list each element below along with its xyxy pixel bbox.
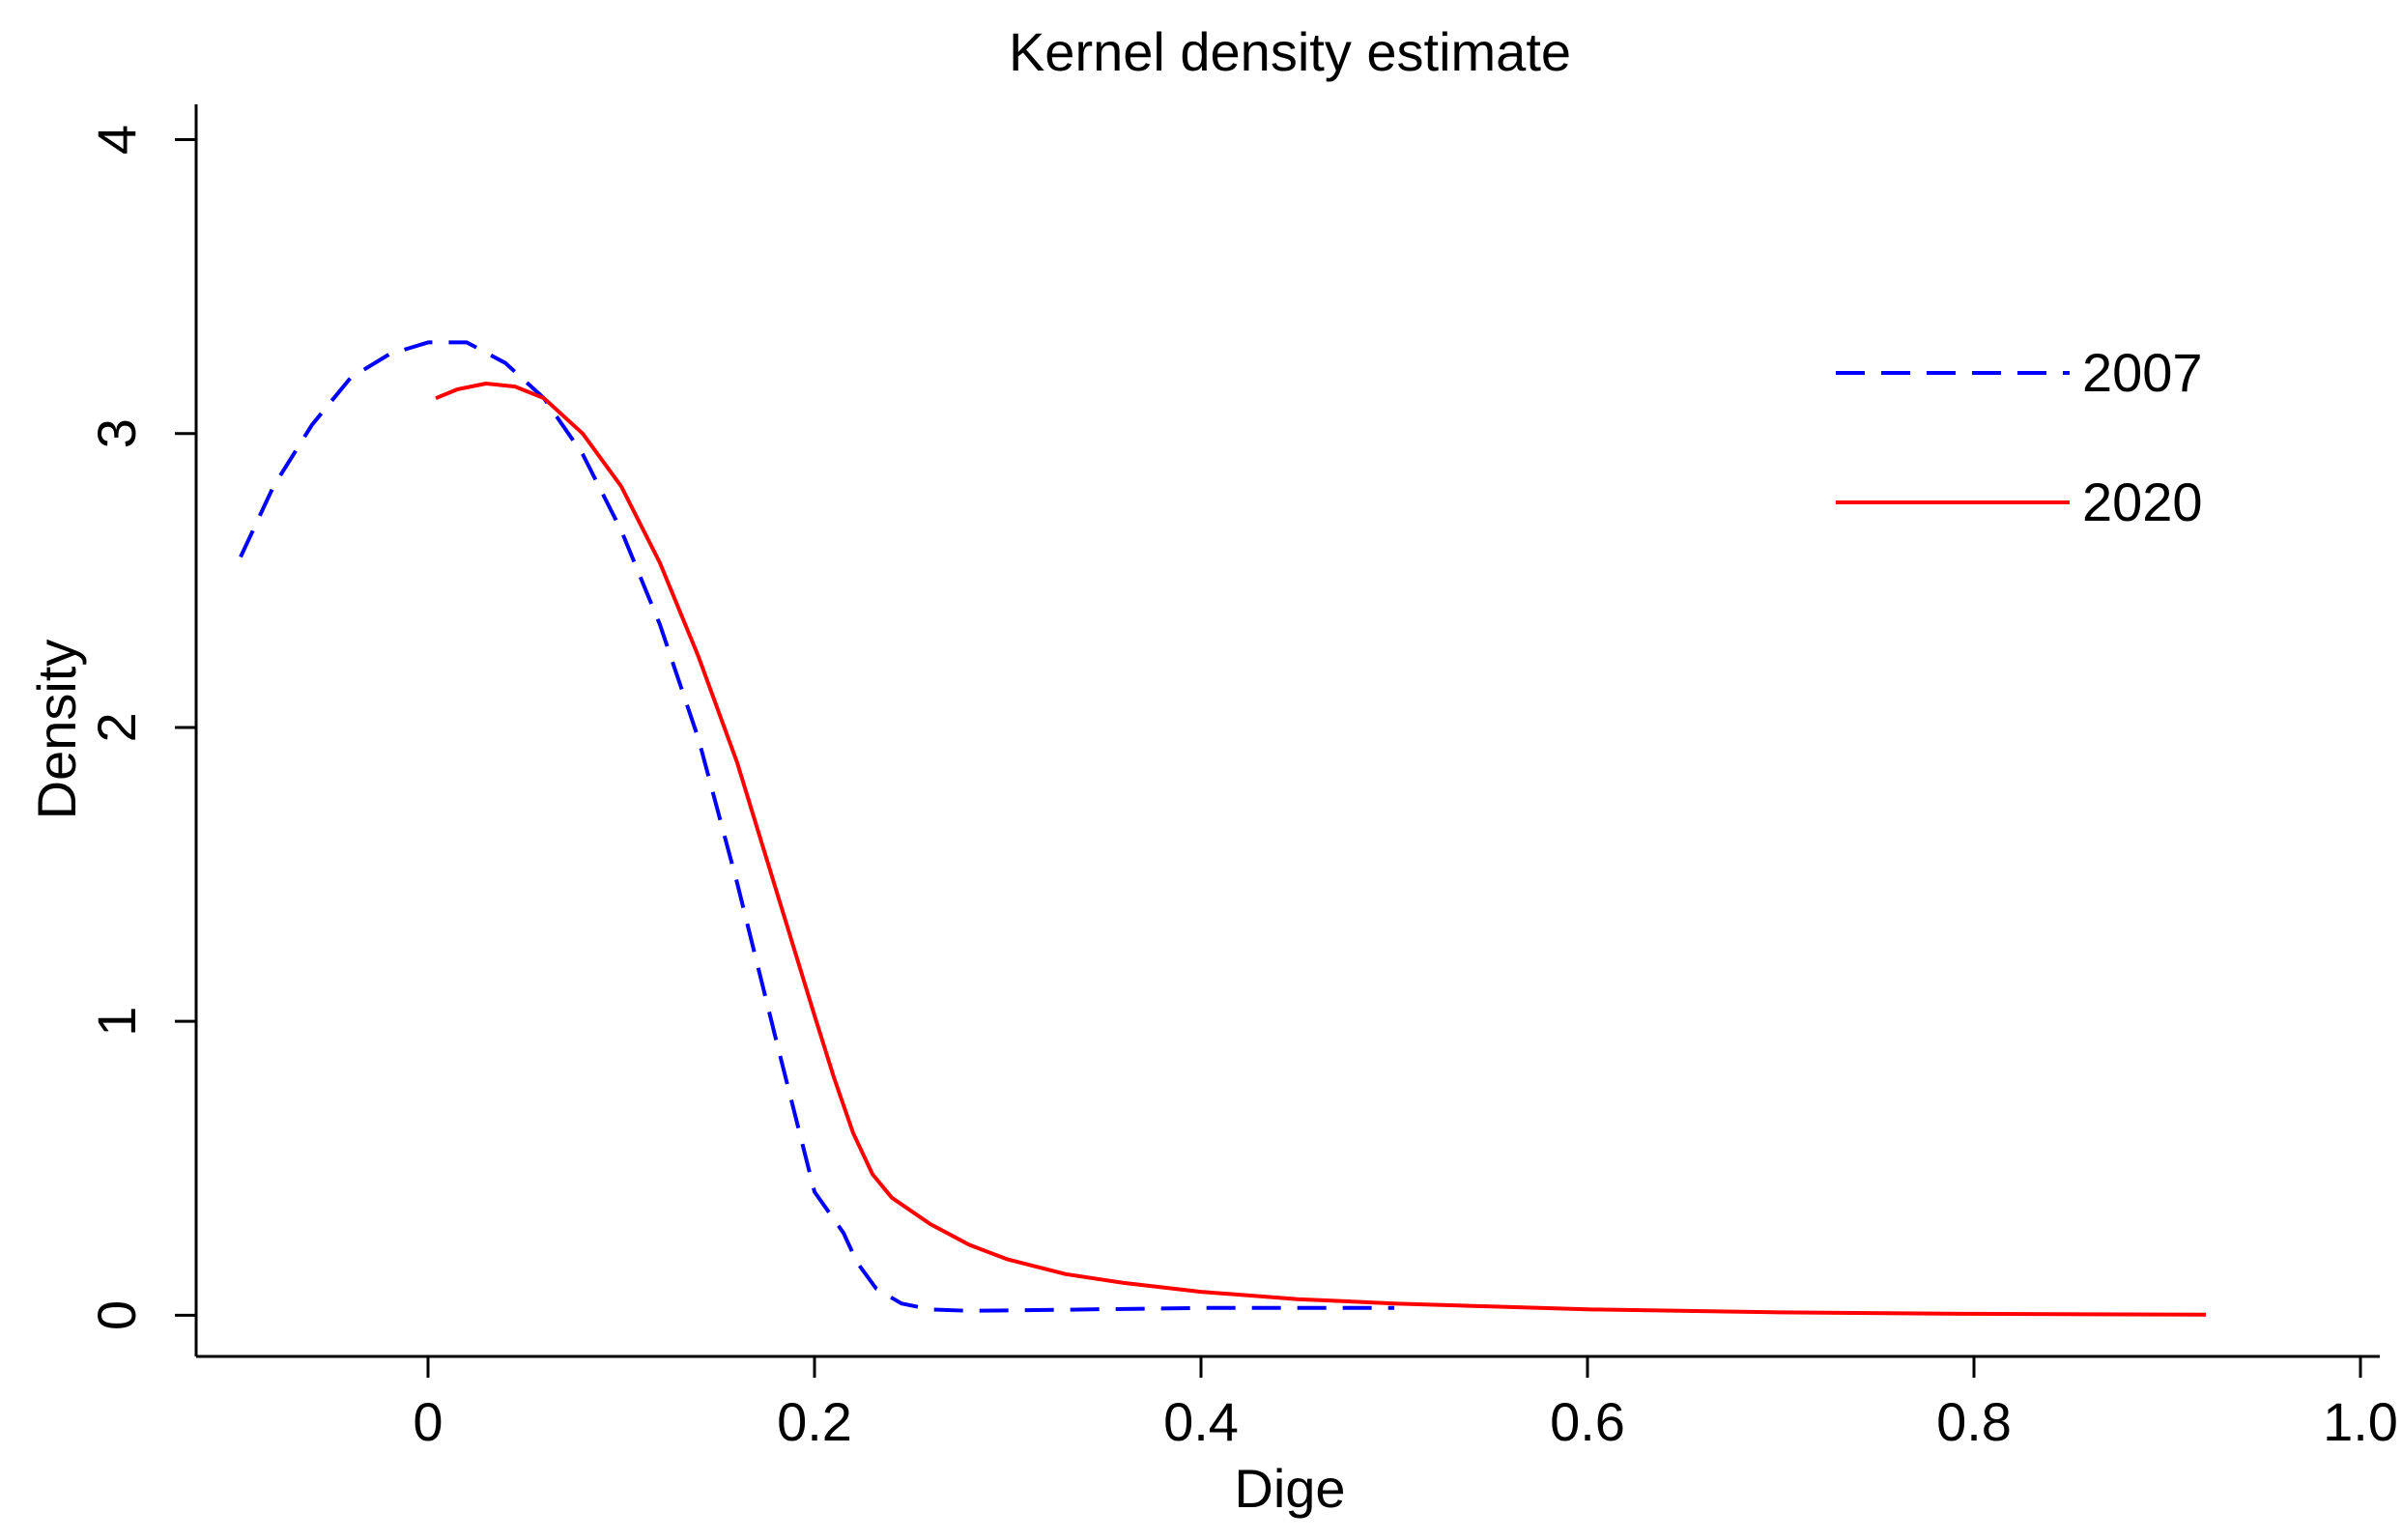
x-tick-label: 0.8	[1936, 1391, 2012, 1452]
series-layer	[239, 340, 2207, 1317]
x-tick-label: 0.2	[777, 1391, 852, 1452]
x-tick-label: 0	[413, 1391, 443, 1452]
y-axis-ticks: 0 1 2 3 4	[86, 125, 196, 1330]
y-tick-label: 2	[86, 712, 147, 742]
x-tick-label: 0.6	[1550, 1391, 1625, 1452]
y-axis-label: Density	[26, 640, 87, 820]
y-tick-label: 3	[86, 418, 147, 448]
x-tick-label: 0.4	[1163, 1391, 1239, 1452]
x-tick-label: 1.0	[2323, 1391, 2398, 1452]
series-line-2020	[435, 382, 2207, 1317]
legend: 2007 2020	[1836, 342, 2203, 532]
x-axis-ticks: 0 0.2 0.4 0.6 0.8 1.0	[413, 1356, 2398, 1452]
y-tick-label: 4	[86, 125, 147, 155]
chart-title: Kernel density estimate	[1009, 21, 1571, 82]
y-tick-label: 1	[86, 1007, 147, 1037]
legend-label-2007: 2007	[2082, 342, 2203, 403]
series-line-2007	[239, 340, 1394, 1313]
legend-label-2020: 2020	[2082, 471, 2203, 532]
y-tick-label: 0	[86, 1300, 147, 1330]
x-axis-label: Dige	[1234, 1458, 1345, 1519]
